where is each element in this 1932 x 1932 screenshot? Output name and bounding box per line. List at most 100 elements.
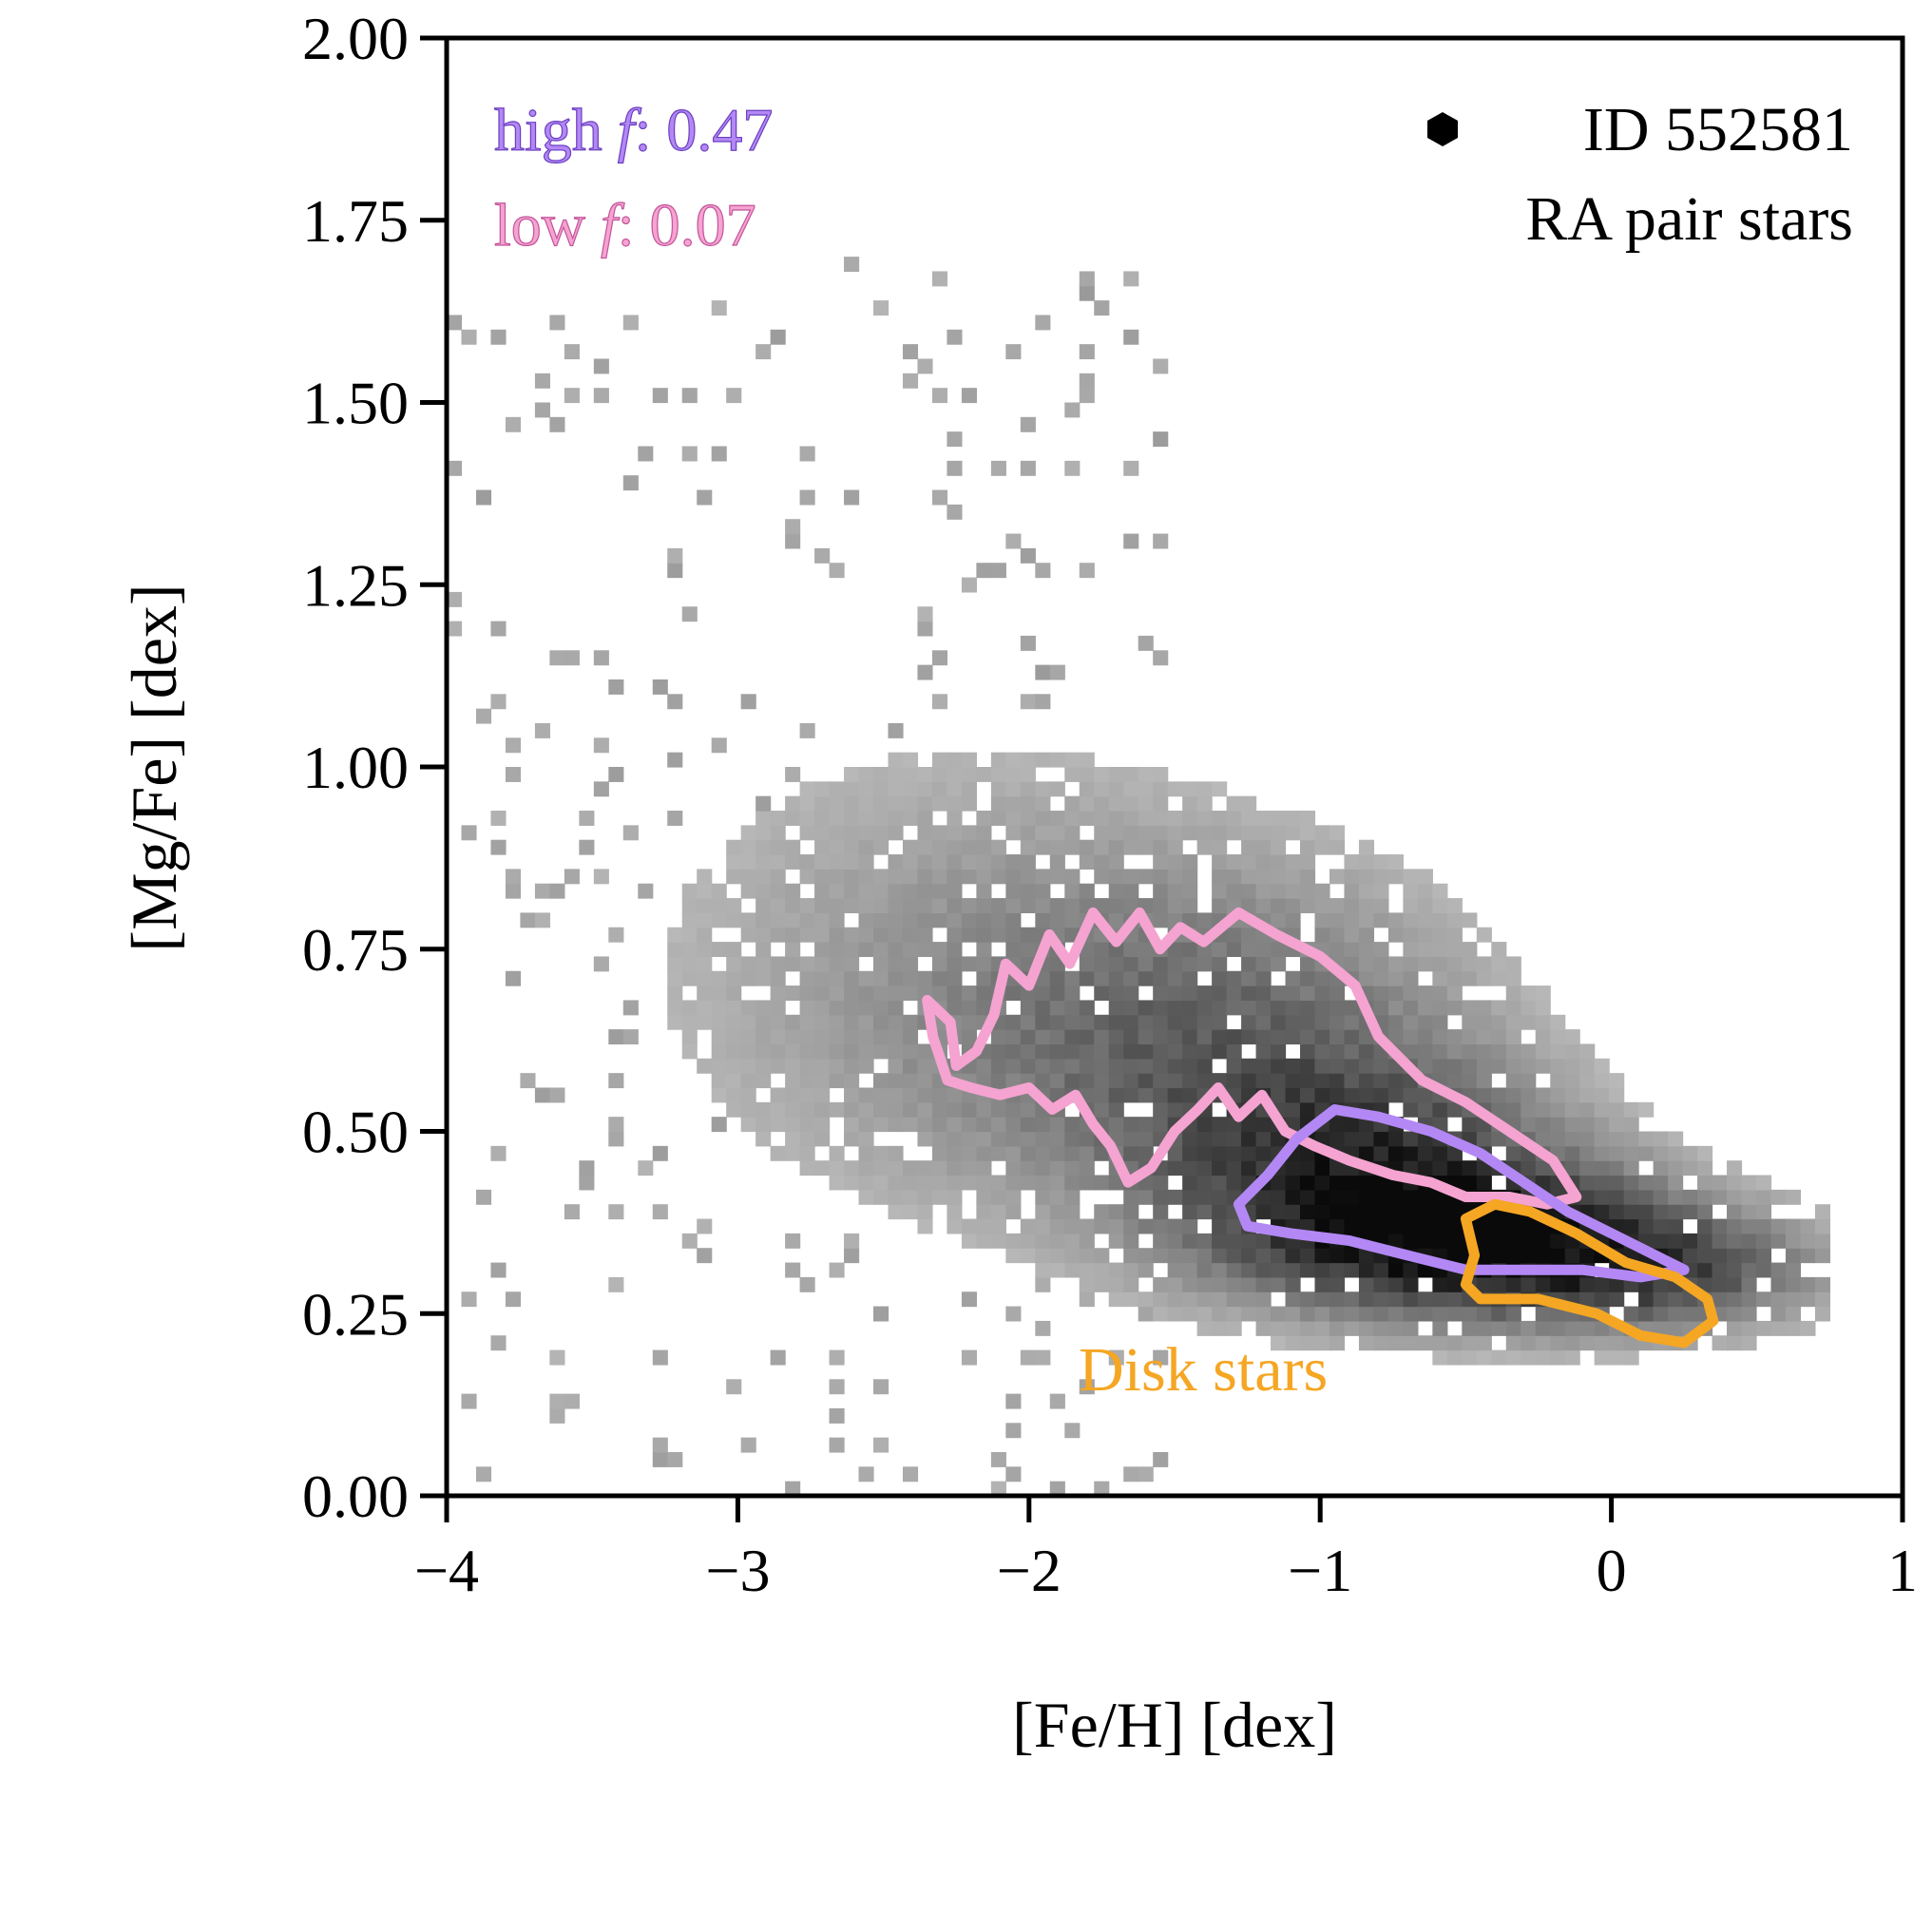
heatmap-cell [1505,985,1521,1002]
heatmap-cell [1212,1145,1228,1161]
heatmap-cell [1462,912,1478,928]
heatmap-cell [961,388,977,404]
heatmap-cell [858,1043,874,1060]
heatmap-cell [667,694,683,710]
heatmap-cell [947,883,963,899]
heatmap-cell [1609,1189,1625,1205]
heatmap-cell [1064,1014,1081,1030]
heatmap-cell [770,927,786,943]
heatmap-cell [1609,1349,1625,1366]
heatmap-cell [1123,1291,1139,1308]
heatmap-cell [785,912,801,928]
heatmap-cell [681,912,698,928]
heatmap-cell [726,1000,742,1016]
heatmap-cell [829,898,845,913]
heatmap-cell [1212,1014,1228,1030]
heatmap-cell [1432,1276,1448,1292]
heatmap-cell [873,883,889,899]
heatmap-cell [564,388,580,404]
heatmap-cell [931,650,948,666]
heatmap-cell [1123,460,1139,476]
heatmap-cell [1271,1335,1287,1351]
heatmap-cell [1285,883,1301,899]
heatmap-cell [1241,1073,1257,1089]
heatmap-cell [1226,1043,1242,1060]
heatmap-cell [1564,1349,1580,1366]
heatmap-cell [1300,1029,1316,1045]
heatmap-cell [1668,1189,1684,1205]
heatmap-cell [785,1087,801,1103]
heatmap-cell [1300,1073,1316,1089]
heatmap-cell [1064,869,1081,885]
heatmap-cell [873,1306,889,1322]
heatmap-cell [799,1029,815,1045]
heatmap-cell [1344,898,1360,913]
heatmap-cell [1094,1014,1110,1030]
heatmap-cell [1094,869,1110,885]
heatmap-cell [829,1043,845,1060]
heatmap-cell [1462,1029,1478,1045]
heatmap-cell [902,781,919,797]
heatmap-cell [1005,1393,1022,1409]
heatmap-cell [756,1043,772,1060]
heatmap-cell [829,1029,845,1045]
heatmap-cell [961,781,977,797]
heatmap-cell [756,942,772,958]
heatmap-cell [756,1029,772,1045]
heatmap-cell [1417,869,1433,885]
heatmap-cell [1182,970,1198,986]
heatmap-cell [1329,1306,1346,1322]
heatmap-cell [1064,1423,1081,1439]
heatmap-cell [1226,1175,1242,1191]
heatmap-cell [1329,825,1346,841]
heatmap-cell [756,869,772,885]
heatmap-cell [1212,1262,1228,1278]
heatmap-cell [1064,1117,1081,1133]
heatmap-cell [1623,1335,1639,1351]
heatmap-cell [1535,985,1551,1002]
heatmap-cell [961,1000,977,1016]
heatmap-cell [947,1189,963,1205]
heatmap-cell [902,1117,919,1133]
heatmap-cell [947,795,963,812]
heatmap-cell [976,970,992,986]
heatmap-cell [1387,956,1404,972]
heatmap-cell [814,795,831,812]
heatmap-cell [1535,1043,1551,1060]
density-heatmap [447,257,1830,1497]
heatmap-cell [961,854,977,870]
heatmap-cell [490,839,507,855]
heatmap-cell [814,1014,831,1030]
heatmap-cell [976,898,992,913]
heatmap-cell [1314,1276,1330,1292]
heatmap-cell [1550,1087,1566,1103]
heatmap-cell [1387,1218,1404,1234]
heatmap-cell [711,985,727,1002]
heatmap-cell [1300,883,1316,899]
heatmap-cell [638,1160,654,1176]
heatmap-cell [1609,1204,1625,1220]
heatmap-cell [1167,985,1183,1002]
heatmap-cell [1432,1058,1448,1074]
heatmap-cell [829,1349,845,1366]
heatmap-cell [1212,1043,1228,1060]
heatmap-cell [1020,1014,1036,1030]
heatmap-cell [1358,1218,1375,1234]
heatmap-cell [1417,1087,1433,1103]
heatmap-cell [1153,1073,1169,1089]
heatmap-cell [1521,1058,1537,1074]
heatmap-cell [1417,883,1433,899]
heatmap-cell [1182,825,1198,841]
heatmap-cell [917,1043,933,1060]
heatmap-cell [1491,942,1507,958]
heatmap-cell [711,1117,727,1133]
heatmap-cell [1358,1248,1375,1264]
heatmap-cell [1005,781,1022,797]
heatmap-cell [844,956,860,972]
heatmap-cell [1462,1000,1478,1016]
heatmap-cell [1271,985,1287,1002]
heatmap-cell [1329,1117,1346,1133]
heatmap-cell [1123,1058,1139,1074]
heatmap-cell [579,1160,595,1176]
heatmap-cell [1196,1029,1213,1045]
